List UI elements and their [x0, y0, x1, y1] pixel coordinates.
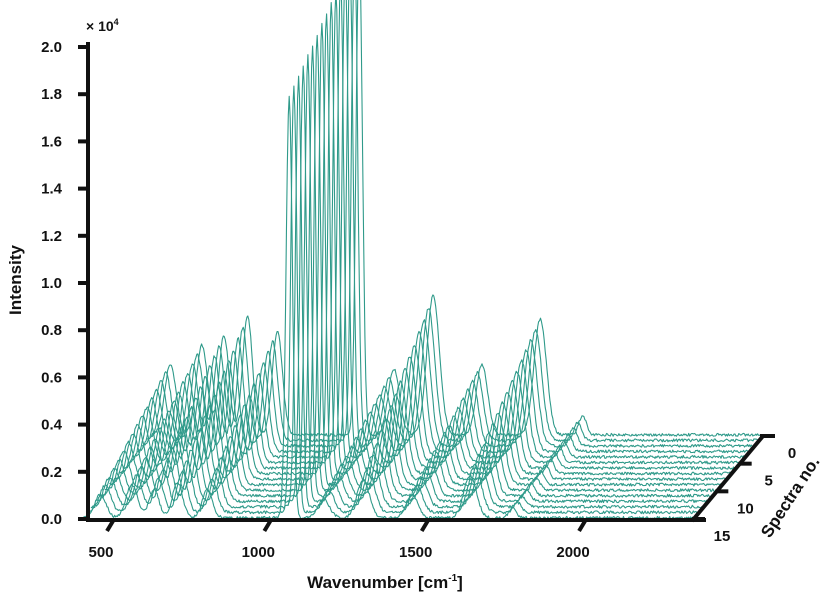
x-axis-title-end: ] — [457, 573, 463, 592]
x-tick-label: 2000 — [556, 544, 589, 561]
y-multiplier: × 104 — [86, 17, 119, 34]
spectrum-line-0 — [150, 0, 766, 437]
spectrum-line-1 — [146, 0, 761, 443]
z-tick-label: 10 — [737, 500, 754, 517]
y-tick-label: 0.0 — [41, 511, 62, 528]
z-tick-label: 0 — [788, 445, 796, 462]
z-axis-title: Spectra no. — [757, 453, 823, 541]
spectrum-line-10 — [104, 45, 719, 493]
x-tick — [577, 519, 587, 533]
y-multiplier-base: × 10 — [86, 18, 114, 34]
z-ticks: 05 10 15 — [692, 434, 796, 545]
y-tick-label: 0.6 — [41, 369, 62, 386]
y-axis-title: Intensity — [6, 245, 25, 315]
x-ticks: 500 1000 1500 2000 — [88, 519, 590, 561]
x-tick — [262, 519, 273, 533]
x-tick-label: 1000 — [242, 544, 275, 561]
y-tick-label: 1.8 — [41, 86, 62, 103]
x-tick-label: 500 — [88, 544, 113, 561]
x-tick — [419, 519, 430, 533]
y-tick-label: 0.4 — [41, 417, 63, 434]
spectra-lines — [81, 0, 766, 520]
spectrum-line-7 — [118, 13, 733, 476]
y-tick-label: 1.4 — [41, 181, 63, 198]
spectrum-line-5 — [127, 0, 743, 465]
y-multiplier-exp: 4 — [114, 17, 119, 27]
y-ticks: 0.0 0.2 0.4 0.6 0.8 1.0 1.2 1.4 1.6 1.8 2.0 — [41, 39, 88, 528]
spectrum-line-13 — [90, 75, 705, 509]
spectrum-line-2 — [141, 0, 757, 448]
spectrum-line-6 — [123, 2, 738, 470]
spectrum-line-11 — [99, 54, 715, 498]
y-tick-label: 1.0 — [41, 275, 62, 292]
x-axis-title-sup: -1 — [448, 573, 457, 584]
x-axis-title: Wavenumber [cm-1] — [307, 573, 463, 592]
y-tick-label: 1.2 — [41, 228, 62, 245]
x-tick — [105, 519, 115, 533]
spectrum-line-14 — [85, 85, 701, 515]
y-tick-label: 2.0 — [41, 39, 62, 56]
spectrum-line-12 — [95, 65, 710, 504]
z-axis — [690, 434, 765, 523]
z-tick-label: 15 — [714, 528, 731, 545]
spectrum-line-4 — [132, 0, 747, 459]
x-axis-title-main: Wavenumber [cm — [307, 573, 448, 592]
x-tick-label: 1500 — [399, 544, 432, 561]
y-tick-label: 1.6 — [41, 133, 62, 150]
y-tick-label: 0.2 — [41, 464, 62, 481]
z-tick-label: 5 — [764, 473, 772, 490]
y-tick-label: 0.8 — [41, 322, 62, 339]
